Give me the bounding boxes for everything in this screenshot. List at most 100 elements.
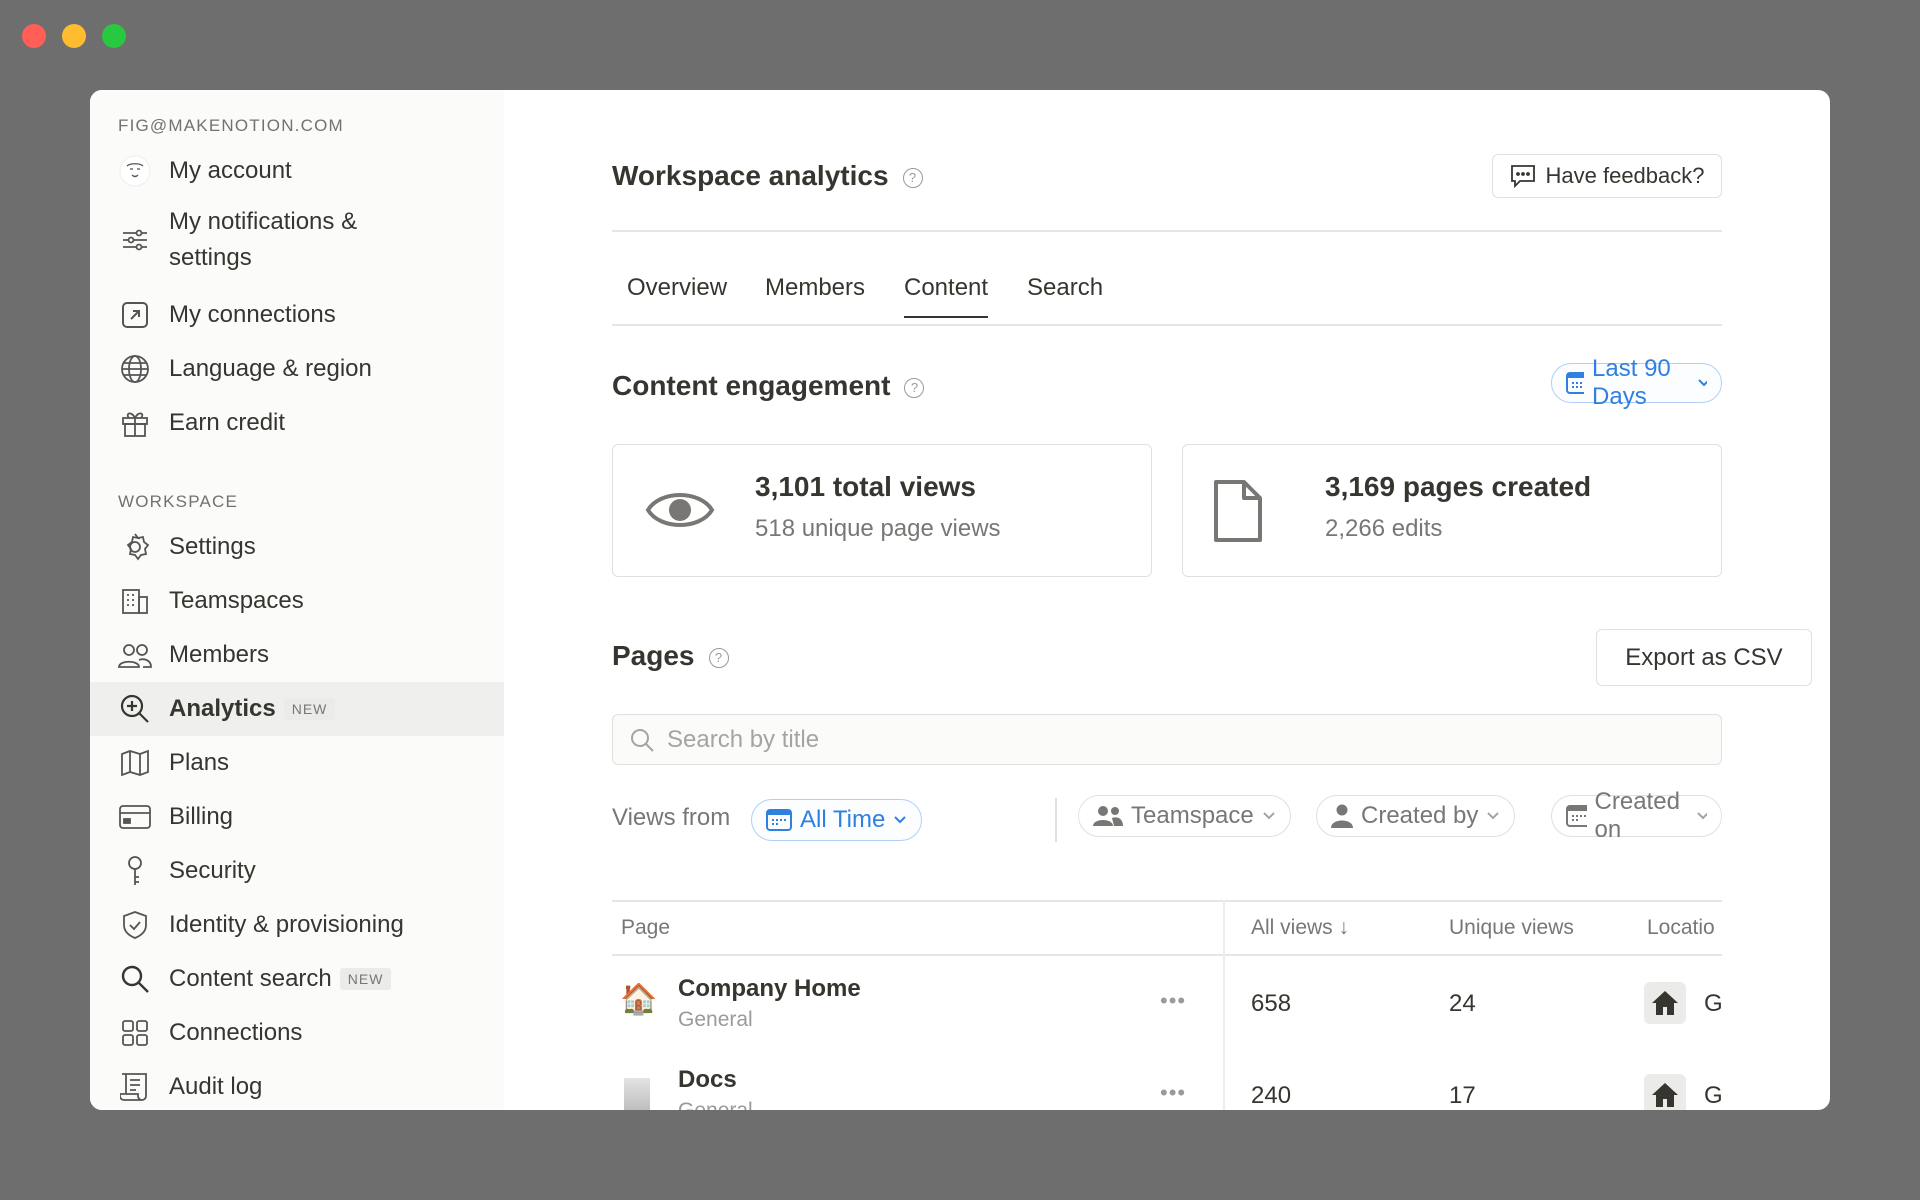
search-input[interactable]: Search by title [612, 714, 1722, 765]
sidebar-item-label: Billing [169, 803, 234, 830]
feedback-button[interactable]: Have feedback? [1492, 154, 1722, 198]
sidebar-item-language[interactable]: Language & region [90, 342, 504, 396]
sidebar-item-settings[interactable]: Settings [90, 520, 504, 574]
column-header-page[interactable]: Page [621, 916, 671, 939]
external-link-icon [118, 298, 152, 332]
calendar-icon [766, 809, 792, 831]
sliders-icon [118, 223, 152, 257]
column-header-unique-views[interactable]: Unique views [1449, 916, 1574, 939]
file-icon [1214, 480, 1262, 542]
created-on-filter[interactable]: Created on [1551, 788, 1723, 843]
maximize-window-button[interactable] [102, 24, 126, 48]
divider [612, 230, 1722, 232]
sidebar-item-label: Plans [169, 749, 230, 776]
sidebar-item-label: Analytics [169, 695, 276, 722]
grid-icon [118, 1016, 152, 1050]
person-icon [1331, 804, 1353, 828]
tab-search[interactable]: Search [1027, 274, 1104, 301]
filter-divider [1055, 798, 1057, 842]
help-icon[interactable]: ? [708, 647, 729, 668]
sidebar-item-my-connections[interactable]: My connections [90, 288, 504, 342]
table-header-border [612, 954, 1722, 956]
map-icon [118, 746, 152, 780]
date-range-dropdown[interactable]: Last 90 Days [1551, 355, 1722, 410]
pages-created-card: 3,169 pages created 2,266 edits [1182, 444, 1722, 577]
tab-overview[interactable]: Overview [627, 274, 728, 301]
house-icon [1644, 982, 1686, 1024]
chevron-down-icon [1697, 812, 1708, 820]
chevron-down-icon [1487, 812, 1500, 820]
calendar-icon [1566, 805, 1587, 827]
sidebar-item-connections[interactable]: Connections [90, 1006, 504, 1060]
search-placeholder: Search by title [667, 725, 820, 753]
sidebar-item-label: My account [169, 157, 292, 184]
settings-modal: FIG@MAKENOTION.COM My account My notific… [90, 90, 1830, 1110]
page-title: Workspace analytics? [612, 160, 923, 192]
sidebar-item-billing[interactable]: Billing [90, 790, 504, 844]
sidebar-item-label: Settings [169, 533, 256, 560]
gear-icon [118, 530, 152, 564]
close-window-button[interactable] [22, 24, 46, 48]
credit-card-icon [118, 800, 152, 834]
more-options-button[interactable]: ••• [1160, 988, 1187, 1013]
minimize-window-button[interactable] [62, 24, 86, 48]
more-options-button[interactable]: ••• [1160, 1080, 1187, 1105]
total-views-card: 3,101 total views 518 unique page views [612, 444, 1152, 577]
sidebar-item-label: Language & region [169, 355, 372, 382]
gift-icon [118, 406, 152, 440]
key-icon [118, 854, 152, 888]
sidebar-item-content-search[interactable]: Content search NEW [90, 952, 504, 1006]
sidebar-item-my-account[interactable]: My account [90, 144, 504, 198]
help-icon[interactable]: ? [904, 377, 925, 398]
sidebar-item-label: Audit log [169, 1073, 263, 1100]
analytics-icon [118, 692, 152, 726]
teamspace-filter[interactable]: Teamspace [1078, 795, 1291, 837]
document-emoji [624, 1078, 650, 1110]
globe-icon [118, 352, 152, 386]
section-title-engagement: Content engagement? [612, 370, 925, 402]
people-icon [1093, 806, 1123, 826]
house-icon [1644, 1074, 1686, 1110]
eye-icon [645, 493, 715, 527]
tab-members[interactable]: Members [765, 274, 866, 301]
sidebar-item-analytics[interactable]: Analytics NEW [90, 682, 504, 736]
tabs-divider [612, 324, 1722, 326]
chevron-down-icon [1698, 379, 1707, 387]
calendar-icon [1566, 372, 1585, 394]
export-csv-button[interactable]: Export as CSV [1596, 629, 1812, 686]
scroll-icon [118, 1070, 152, 1104]
sidebar-item-identity[interactable]: Identity & provisioning [90, 898, 504, 952]
tab-content[interactable]: Content [904, 274, 989, 318]
sidebar-item-security[interactable]: Security [90, 844, 504, 898]
main-content: Workspace analytics? Have feedback? Over… [612, 90, 1812, 1110]
sidebar-item-label: Identity & provisioning [169, 911, 404, 938]
column-divider [1223, 900, 1225, 1110]
table-top-border [612, 900, 1722, 902]
search-icon [118, 962, 152, 996]
avatar [118, 154, 152, 188]
sidebar-item-label: Content search [169, 965, 332, 992]
sidebar-item-notifications[interactable]: My notifications & settings [90, 202, 504, 278]
workspace-section-header: WORKSPACE [118, 492, 239, 511]
search-icon [631, 728, 654, 752]
sidebar-item-label: Earn credit [169, 409, 286, 436]
column-header-all-views[interactable]: All views ↓ [1251, 916, 1350, 939]
sidebar-item-teamspaces[interactable]: Teamspaces [90, 574, 504, 628]
chevron-down-icon [894, 816, 907, 824]
comment-icon [1510, 165, 1535, 188]
sidebar-item-earn-credit[interactable]: Earn credit [90, 396, 504, 450]
sidebar-item-plans[interactable]: Plans [90, 736, 504, 790]
sidebar-item-audit-log[interactable]: Audit log [90, 1060, 504, 1110]
building-icon [118, 584, 152, 618]
new-badge: NEW [339, 968, 392, 990]
sidebar-item-label: Security [169, 857, 256, 884]
sidebar-item-label: Members [169, 641, 270, 668]
created-by-filter[interactable]: Created by [1316, 795, 1516, 837]
house-emoji: 🏠 [620, 983, 658, 1016]
help-icon[interactable]: ? [902, 167, 923, 188]
column-header-location[interactable]: Locatio [1647, 916, 1715, 939]
sidebar-item-members[interactable]: Members [90, 628, 504, 682]
views-from-dropdown[interactable]: All Time [751, 799, 923, 841]
shield-icon [118, 908, 152, 942]
sidebar-item-label: Teamspaces [169, 587, 304, 614]
